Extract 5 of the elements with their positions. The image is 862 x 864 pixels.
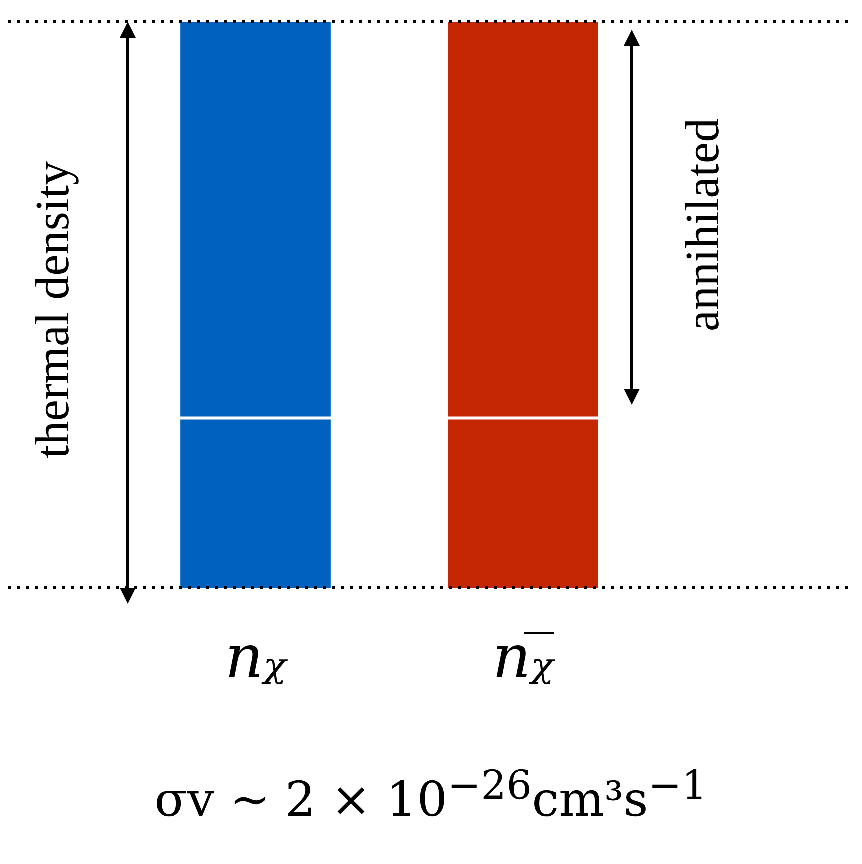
x-tick-label: nᵪ̅ [492, 622, 556, 693]
annotation: annihilated [676, 118, 730, 332]
x-tick-label: nᵪ [224, 622, 289, 693]
text: σv ∼ 2 × 10$^{−26}$cm³s$^{−1}$ [154, 763, 708, 828]
annotation: thermal density [26, 161, 80, 459]
